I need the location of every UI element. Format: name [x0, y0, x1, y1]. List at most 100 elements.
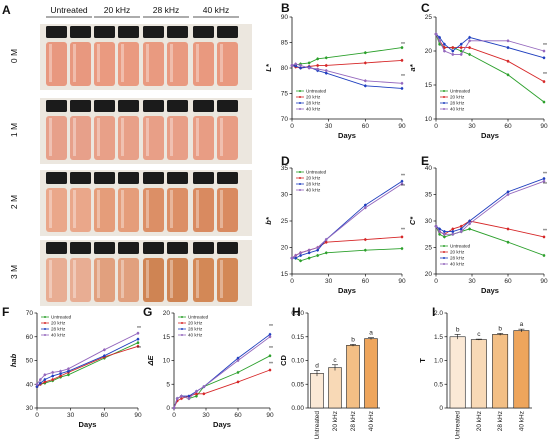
- vial-liquid: [94, 116, 115, 160]
- x-tick-label: 60: [504, 123, 512, 130]
- vial-highlight: [196, 260, 199, 298]
- data-point: [236, 371, 240, 374]
- significance-letter: a: [369, 330, 373, 337]
- vial-liquid: [70, 116, 91, 160]
- vial-liquid: [193, 258, 214, 302]
- data-point: [294, 62, 297, 66]
- vial-cap: [70, 242, 91, 254]
- legend-label: Untreated: [306, 170, 327, 175]
- y-tick-label: 30: [425, 218, 433, 225]
- data-point: [364, 203, 367, 207]
- data-point: [103, 348, 106, 352]
- legend-label: Untreated: [51, 315, 72, 320]
- data-point: [542, 49, 546, 53]
- data-point: [400, 235, 404, 239]
- y-tick-label: 30: [26, 405, 34, 412]
- vial-neck: [144, 38, 163, 42]
- row-label: 3 M: [9, 265, 19, 279]
- vial-liquid: [118, 116, 139, 160]
- legend-label: 20 kHz: [306, 95, 321, 100]
- vial-neck: [119, 38, 138, 42]
- category-label: 20 kHz: [332, 411, 339, 431]
- y-tick-label: 0.15: [291, 334, 304, 341]
- data-point: [542, 177, 546, 180]
- legend-label: 40 kHz: [306, 107, 321, 112]
- bar: [470, 339, 487, 409]
- x-tick-label: 30: [468, 278, 476, 285]
- legend-marker: [181, 334, 183, 336]
- data-point: [316, 254, 319, 257]
- x-tick-label: 60: [362, 278, 370, 285]
- legend-label: 40 kHz: [51, 333, 66, 338]
- x-tick-label: 60: [234, 412, 242, 419]
- vial-cap: [167, 100, 188, 112]
- vial-highlight: [73, 118, 76, 156]
- vial-liquid: [167, 42, 188, 86]
- data-point: [459, 46, 463, 49]
- vial-cap: [143, 100, 164, 112]
- legend-marker: [299, 90, 301, 92]
- data-point: [294, 256, 297, 260]
- legend-label: Untreated: [450, 244, 471, 249]
- vial-liquid: [193, 42, 214, 86]
- data-point: [35, 382, 39, 386]
- data-point: [236, 380, 240, 384]
- significance-mark: **: [543, 229, 547, 235]
- vial-cap: [94, 172, 115, 184]
- y-axis-title: T: [418, 358, 427, 363]
- vial-liquid: [143, 258, 164, 302]
- data-point: [451, 53, 455, 56]
- y-tick-label: 70: [281, 116, 289, 123]
- data-point: [364, 61, 367, 65]
- legend-marker: [299, 189, 301, 191]
- category-label: Untreated: [455, 411, 462, 440]
- vial-neck: [47, 254, 66, 258]
- vial-cap: [217, 100, 238, 112]
- y-tick-label: 80: [281, 65, 289, 72]
- data-point: [59, 374, 62, 378]
- data-point: [195, 390, 198, 393]
- column-header: 28 kHz: [153, 5, 179, 15]
- vial-neck: [168, 112, 187, 116]
- vial-cap: [70, 172, 91, 184]
- y-tick-label: 85: [281, 40, 289, 47]
- data-point: [307, 256, 311, 260]
- series-line: [435, 33, 545, 55]
- x-tick-label: 90: [540, 123, 548, 130]
- legend-marker: [443, 108, 445, 110]
- vial-highlight: [121, 260, 124, 298]
- x-tick-label: 30: [202, 412, 210, 419]
- vial-highlight: [170, 190, 173, 228]
- vial-highlight: [146, 190, 149, 228]
- data-point: [324, 69, 328, 72]
- significance-mark: **: [543, 171, 547, 177]
- legend-marker: [299, 171, 301, 173]
- data-point: [67, 367, 70, 371]
- x-tick-label: 30: [325, 123, 333, 130]
- vial-highlight: [196, 190, 199, 228]
- vial-highlight: [73, 190, 76, 228]
- vial-neck: [119, 112, 138, 116]
- category-label: 28 kHz: [497, 411, 504, 431]
- data-point: [307, 248, 311, 252]
- vial-cap: [193, 172, 214, 184]
- data-point: [451, 49, 455, 53]
- significance-letter: a: [520, 321, 524, 328]
- x-tick-label: 60: [504, 278, 512, 285]
- y-tick-label: 5: [166, 381, 170, 388]
- vial-cap: [118, 26, 139, 38]
- vial-cap: [143, 172, 164, 184]
- vial-neck: [95, 38, 114, 42]
- bar: [492, 334, 509, 409]
- row-label: 1 M: [9, 123, 19, 137]
- column-header: 40 kHz: [203, 5, 229, 15]
- legend-marker: [181, 328, 183, 330]
- vial-liquid: [46, 188, 67, 232]
- vial-highlight: [97, 44, 100, 82]
- vial-highlight: [170, 118, 173, 156]
- data-point: [180, 397, 183, 400]
- vial-liquid: [217, 116, 238, 160]
- vial-liquid: [118, 42, 139, 86]
- vial-neck: [194, 254, 213, 258]
- series-line: [435, 33, 545, 59]
